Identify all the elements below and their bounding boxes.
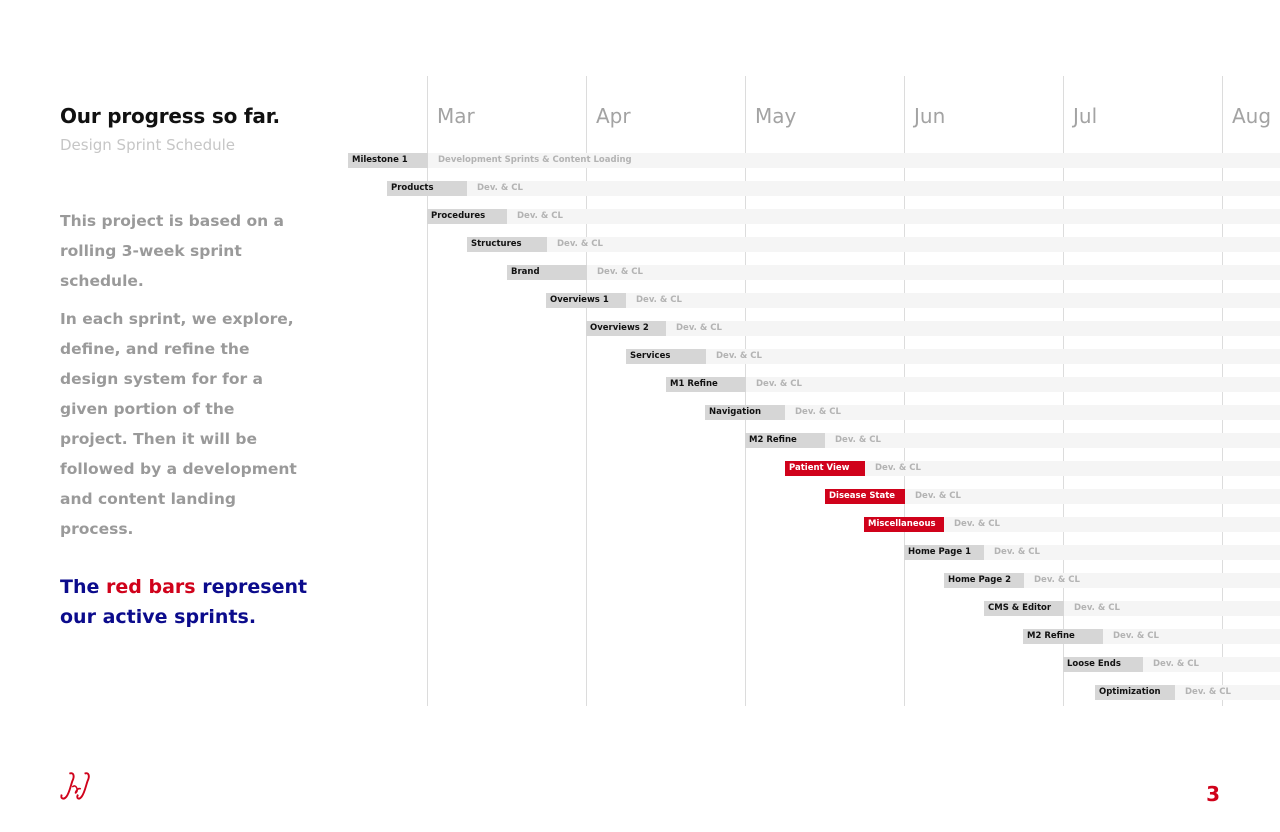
sprint-phase-note: Dev. & CL <box>1034 575 1080 585</box>
sprint-bar <box>626 349 706 364</box>
sprint-label: Loose Ends <box>1067 659 1121 669</box>
sprint-bar <box>507 265 587 280</box>
month-label: Mar <box>437 104 475 128</box>
sprint-bar <box>984 601 1064 616</box>
callout-text-start: The <box>60 576 106 598</box>
sprint-bar <box>348 153 428 168</box>
month-label: Jun <box>914 104 946 128</box>
sprint-phase-note: Dev. & CL <box>597 267 643 277</box>
sprint-label: Overviews 2 <box>590 323 649 333</box>
sprint-label: Overviews 1 <box>550 295 609 305</box>
sprint-label: M1 Refine <box>670 379 718 389</box>
page-subtitle: Design Sprint Schedule <box>60 136 236 154</box>
sprint-phase-note: Dev. & CL <box>756 379 802 389</box>
sprint-label: M2 Refine <box>749 435 797 445</box>
sprint-phase-note: Development Sprints & Content Loading <box>438 155 632 165</box>
sprint-phase-note: Dev. & CL <box>676 323 722 333</box>
sprint-phase-note: Dev. & CL <box>795 407 841 417</box>
month-label: Jul <box>1073 104 1098 128</box>
month-gridline <box>427 76 428 706</box>
sprint-bar <box>427 209 507 224</box>
sprint-label: Brand <box>511 267 540 277</box>
task-row-track <box>586 321 1280 336</box>
sprint-phase-note: Dev. & CL <box>557 239 603 249</box>
month-gridline <box>586 76 587 706</box>
sprint-bar <box>944 573 1024 588</box>
task-row-track <box>507 265 1280 280</box>
task-row-track <box>944 573 1280 588</box>
month-label: Apr <box>596 104 631 128</box>
intro-panel: Our progress so far. Design Sprint Sched… <box>60 104 360 632</box>
task-row-track <box>427 209 1280 224</box>
sprint-bar <box>1023 629 1103 644</box>
sprint-phase-note: Dev. & CL <box>517 211 563 221</box>
sprint-label: Services <box>630 351 671 361</box>
sprint-bar <box>666 377 746 392</box>
month-label: Aug <box>1232 104 1272 128</box>
sprint-phase-note: Dev. & CL <box>835 435 881 445</box>
page-title: Our progress so far. <box>60 104 280 128</box>
task-row-track <box>387 181 1280 196</box>
sprint-bar <box>387 181 467 196</box>
task-row-track <box>745 433 1280 448</box>
sprint-phase-note: Dev. & CL <box>716 351 762 361</box>
sprint-phase-note: Dev. & CL <box>994 547 1040 557</box>
sprint-bar <box>546 293 626 308</box>
sprint-bar <box>904 545 984 560</box>
month-label: May <box>755 104 797 128</box>
task-row-track <box>904 545 1280 560</box>
sprint-label: Procedures <box>431 211 486 221</box>
sprint-label: Miscellaneous <box>868 519 936 529</box>
sprint-bar <box>1063 657 1143 672</box>
active-sprint-bar <box>785 461 865 476</box>
sprint-phase-note: Dev. & CL <box>1113 631 1159 641</box>
sprint-phase-note: Dev. & CL <box>636 295 682 305</box>
active-sprint-bar <box>825 489 905 504</box>
sprint-bar <box>586 321 666 336</box>
sprint-label: Navigation <box>709 407 761 417</box>
jnj-logo <box>60 772 90 800</box>
intro-paragraph-1: This project is based on a rolling 3-wee… <box>60 212 285 290</box>
sprint-phase-note: Dev. & CL <box>477 183 523 193</box>
sprint-label: Milestone 1 <box>352 155 408 165</box>
active-sprints-callout: The red bars represent our active sprint… <box>60 572 340 632</box>
intro-paragraph-2: In each sprint, we explore, define, and … <box>60 310 297 538</box>
sprint-bar <box>745 433 825 448</box>
task-row-track <box>705 405 1280 420</box>
task-row-track <box>785 461 1280 476</box>
task-row-track <box>626 349 1280 364</box>
page-number: 3 <box>1206 782 1220 806</box>
sprint-label: Disease State <box>829 491 896 501</box>
sprint-label: Structures <box>471 239 522 249</box>
sprint-label: Patient View <box>789 463 850 473</box>
callout-text-end: represent our active sprints. <box>60 576 308 628</box>
sprint-phase-note: Dev. & CL <box>915 491 961 501</box>
sprint-phase-note: Dev. & CL <box>954 519 1000 529</box>
callout-red-text: red bars <box>106 576 196 598</box>
sprint-phase-note: Dev. & CL <box>1185 687 1231 697</box>
sprint-bar <box>1095 685 1175 700</box>
task-row-track <box>864 517 1280 532</box>
sprint-label: CMS & Editor <box>988 603 1052 613</box>
task-row-track <box>666 377 1280 392</box>
task-row-track <box>348 153 1280 168</box>
task-row-track <box>467 237 1280 252</box>
task-row-track <box>546 293 1280 308</box>
sprint-label: Products <box>391 183 434 193</box>
sprint-bar <box>705 405 785 420</box>
sprint-label: Optimization <box>1099 687 1161 697</box>
sprint-bar <box>467 237 547 252</box>
active-sprint-bar <box>864 517 944 532</box>
sprint-phase-note: Dev. & CL <box>1153 659 1199 669</box>
sprint-label: Home Page 2 <box>948 575 1011 585</box>
sprint-phase-note: Dev. & CL <box>875 463 921 473</box>
task-row-track <box>825 489 1280 504</box>
sprint-label: Home Page 1 <box>908 547 971 557</box>
sprint-label: M2 Refine <box>1027 631 1075 641</box>
sprint-phase-note: Dev. & CL <box>1074 603 1120 613</box>
